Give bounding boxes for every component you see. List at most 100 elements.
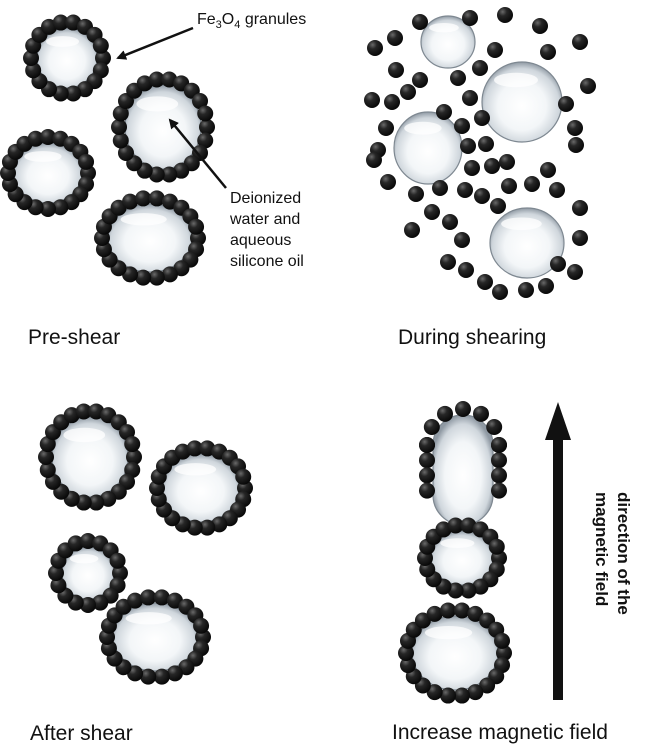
field-direction-line-2: magnetic field — [592, 492, 611, 607]
magnetic-field-arrow — [545, 402, 571, 700]
fe3o4-granule — [112, 105, 129, 122]
fe3o4-granule — [124, 461, 141, 478]
fe3o4-granule — [460, 138, 476, 154]
fe3o4-granule — [540, 44, 556, 60]
fe3o4-granule — [211, 516, 228, 533]
fe3o4-granule — [491, 452, 507, 469]
fe3o4-granule — [457, 182, 473, 198]
fe3o4-granule — [419, 467, 435, 484]
fe3o4-granule — [378, 120, 394, 136]
during-shearing-panel — [364, 7, 596, 300]
fe3o4-granule — [532, 18, 548, 34]
fe3o4-granule — [550, 256, 566, 272]
pre-shear-panel — [0, 14, 215, 286]
fe3o4-granule — [423, 419, 440, 435]
fe3o4-granule — [404, 222, 420, 238]
fe3o4-granule — [568, 137, 584, 153]
droplet-callout-line-2: water and — [230, 211, 301, 228]
fe3o4-granule — [38, 449, 54, 465]
fe3o4-granule — [490, 198, 506, 214]
fe3o4-granule — [39, 461, 56, 478]
fe3o4-granule — [186, 440, 203, 457]
fe3o4-granule — [432, 180, 448, 196]
fe3o4-granule — [199, 440, 216, 457]
fe3o4-granule — [486, 419, 503, 435]
fe3o4-granule — [567, 120, 583, 136]
fe3o4-granule — [199, 519, 216, 536]
droplet-callout: Deionized water and aqueous silicone oil — [230, 188, 304, 272]
fe3o4-granule — [193, 617, 210, 634]
fe3o4-granule — [462, 10, 478, 26]
fe3o4-granule — [27, 130, 44, 147]
fe3o4-granule — [408, 186, 424, 202]
fe3o4-granule — [75, 494, 92, 511]
fe3o4-granule — [186, 519, 203, 536]
granules-pointer-arrow — [116, 26, 194, 60]
fe3o4-granule — [400, 84, 416, 100]
fe3o4-granule — [491, 437, 507, 453]
fe3o4-granule — [119, 424, 136, 441]
fe3o4-granule — [112, 565, 128, 581]
fe3o4-granule — [572, 34, 588, 50]
droplet-highlight — [24, 151, 62, 162]
fe3o4-granule — [458, 262, 474, 278]
fe3o4-granule — [166, 665, 183, 682]
fe3o4-granule — [499, 154, 515, 170]
fe3o4-granule — [524, 176, 540, 192]
fe3o4-granule — [497, 7, 513, 23]
fe3o4-granule — [80, 597, 96, 613]
during-shearing-label: During shearing — [398, 326, 547, 349]
fe3o4-granule — [380, 174, 396, 190]
fe3o4-granule — [67, 535, 84, 552]
fe3o4-granule — [460, 517, 477, 534]
fe3o4-granule — [426, 605, 443, 622]
fe3o4-granule — [174, 443, 191, 460]
fe3o4-granule — [435, 521, 452, 538]
fe3o4-granule — [148, 190, 165, 207]
fe3o4-granule — [111, 119, 127, 135]
fe3o4-granule — [414, 612, 431, 629]
fe3o4-granule — [473, 405, 489, 422]
fe3o4-granule — [440, 254, 456, 270]
fe3o4-granule — [197, 132, 214, 149]
fe3o4-granule — [127, 592, 144, 609]
fe3o4-granule — [140, 668, 157, 685]
fe3o4-granule — [92, 594, 109, 611]
fe3o4-granule — [126, 449, 142, 465]
fe3o4-granule — [567, 264, 583, 280]
droplet-callout-line-3: aqueous — [230, 232, 292, 249]
fe3o4-granule — [540, 162, 556, 178]
droplet-highlight — [424, 625, 473, 640]
fe3o4-granule — [40, 129, 56, 145]
fe3o4-granule — [492, 284, 508, 300]
fe3o4-granule — [454, 118, 470, 134]
fe3o4-granule — [75, 403, 92, 420]
fe3o4-granule — [80, 533, 96, 549]
fe3o4-granule — [479, 677, 496, 694]
fe3o4-granule — [572, 230, 588, 246]
droplet-highlight — [494, 72, 538, 88]
fe3o4-granule — [412, 14, 428, 30]
fe3o4-granule — [109, 552, 126, 569]
fe3o4-granule — [472, 578, 489, 595]
fe3o4-granule — [161, 71, 178, 88]
elongated-droplet — [432, 414, 494, 526]
fe3o4-granule — [366, 152, 382, 168]
droplet-highlight — [429, 23, 459, 33]
droplet-highlight — [69, 554, 99, 564]
fe3o4-granule — [488, 538, 505, 555]
fe3o4-granule — [153, 589, 170, 606]
fe3o4-granule — [153, 668, 170, 685]
fe3o4-granule — [23, 50, 39, 66]
fe3o4-granule — [117, 144, 134, 161]
fe3o4-granule — [384, 94, 400, 110]
fe3o4-granule — [140, 589, 157, 606]
fe3o4-granule — [161, 166, 178, 183]
droplet-highlight — [63, 427, 106, 443]
fe3o4-granule — [538, 278, 554, 294]
after-shear-panel — [38, 403, 253, 685]
fe3o4-granule — [78, 153, 95, 170]
fe3o4-granule — [455, 401, 471, 417]
fe3o4-granule — [558, 96, 574, 112]
droplet-callout-line-4: silicone oil — [230, 253, 304, 270]
